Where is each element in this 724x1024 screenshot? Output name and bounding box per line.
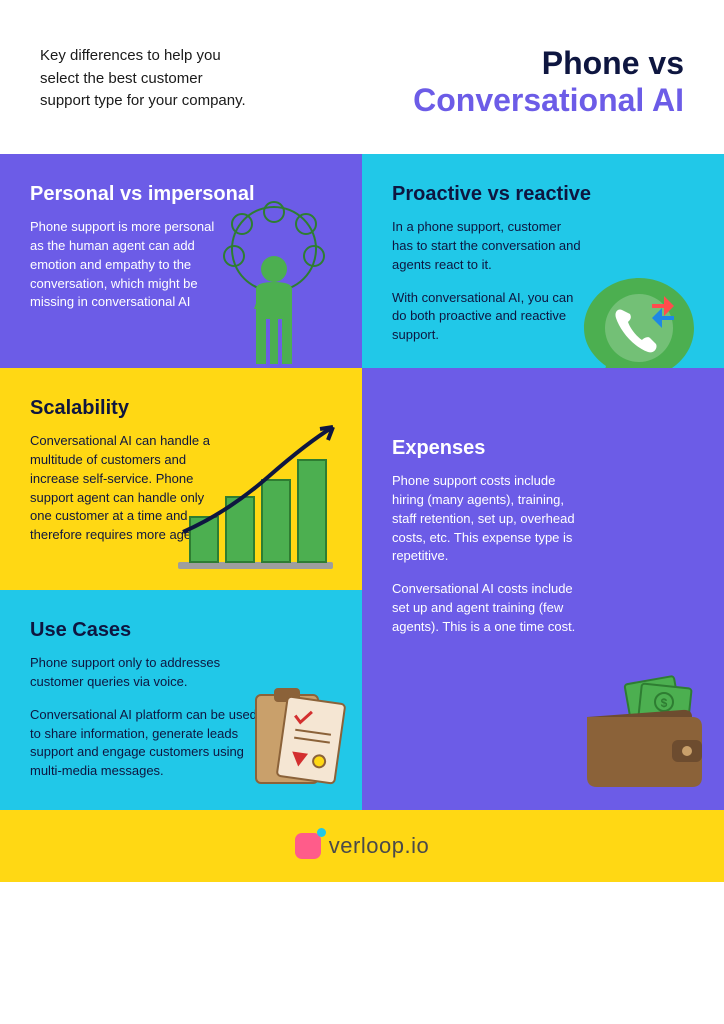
panel-body: Phone support is more personal as the hu…: [30, 218, 220, 312]
header-title: Phone vs Conversational AI: [413, 45, 684, 119]
title-line-1: Phone vs: [413, 45, 684, 82]
panel-scalability: Scalability Conversational AI can handle…: [0, 368, 362, 590]
wallet-money-icon: $: [572, 672, 712, 792]
panel-title: Use Cases: [30, 618, 332, 642]
panel-body-1: Phone support costs include hiring (many…: [392, 472, 582, 566]
person-thinking-icon: [204, 194, 344, 364]
panel-body-1: In a phone support, customer has to star…: [392, 218, 582, 275]
verloop-logo-icon: [295, 833, 321, 859]
clipboard-icon: [244, 680, 354, 800]
svg-text:$: $: [661, 696, 668, 710]
panel-title: Expenses: [392, 436, 694, 460]
panel-body-2: Conversational AI platform can be used t…: [30, 706, 260, 781]
panel-body-1: Phone support only to addresses customer…: [30, 654, 260, 692]
header: Key differences to help you select the b…: [0, 0, 724, 154]
panel-personal: Personal vs impersonal Phone support is …: [0, 154, 362, 368]
panel-proactive: Proactive vs reactive In a phone support…: [362, 154, 724, 368]
panel-usecases: Use Cases Phone support only to addresse…: [0, 590, 362, 810]
bar-chart-icon: [168, 422, 348, 572]
header-intro: Key differences to help you select the b…: [40, 45, 250, 113]
panel-body-2: Conversational AI costs include set up a…: [392, 580, 582, 637]
panel-body-2: With conversational AI, you can do both …: [392, 289, 582, 346]
footer: verloop.io: [0, 810, 724, 882]
title-line-2: Conversational AI: [413, 82, 684, 119]
panel-title: Proactive vs reactive: [392, 182, 694, 206]
panel-title: Scalability: [30, 396, 332, 420]
footer-brand: verloop.io: [329, 833, 429, 859]
panels-grid: Personal vs impersonal Phone support is …: [0, 154, 724, 810]
chat-phone-icon: [574, 268, 704, 368]
panel-expenses: Expenses Phone support costs include hir…: [362, 368, 724, 810]
